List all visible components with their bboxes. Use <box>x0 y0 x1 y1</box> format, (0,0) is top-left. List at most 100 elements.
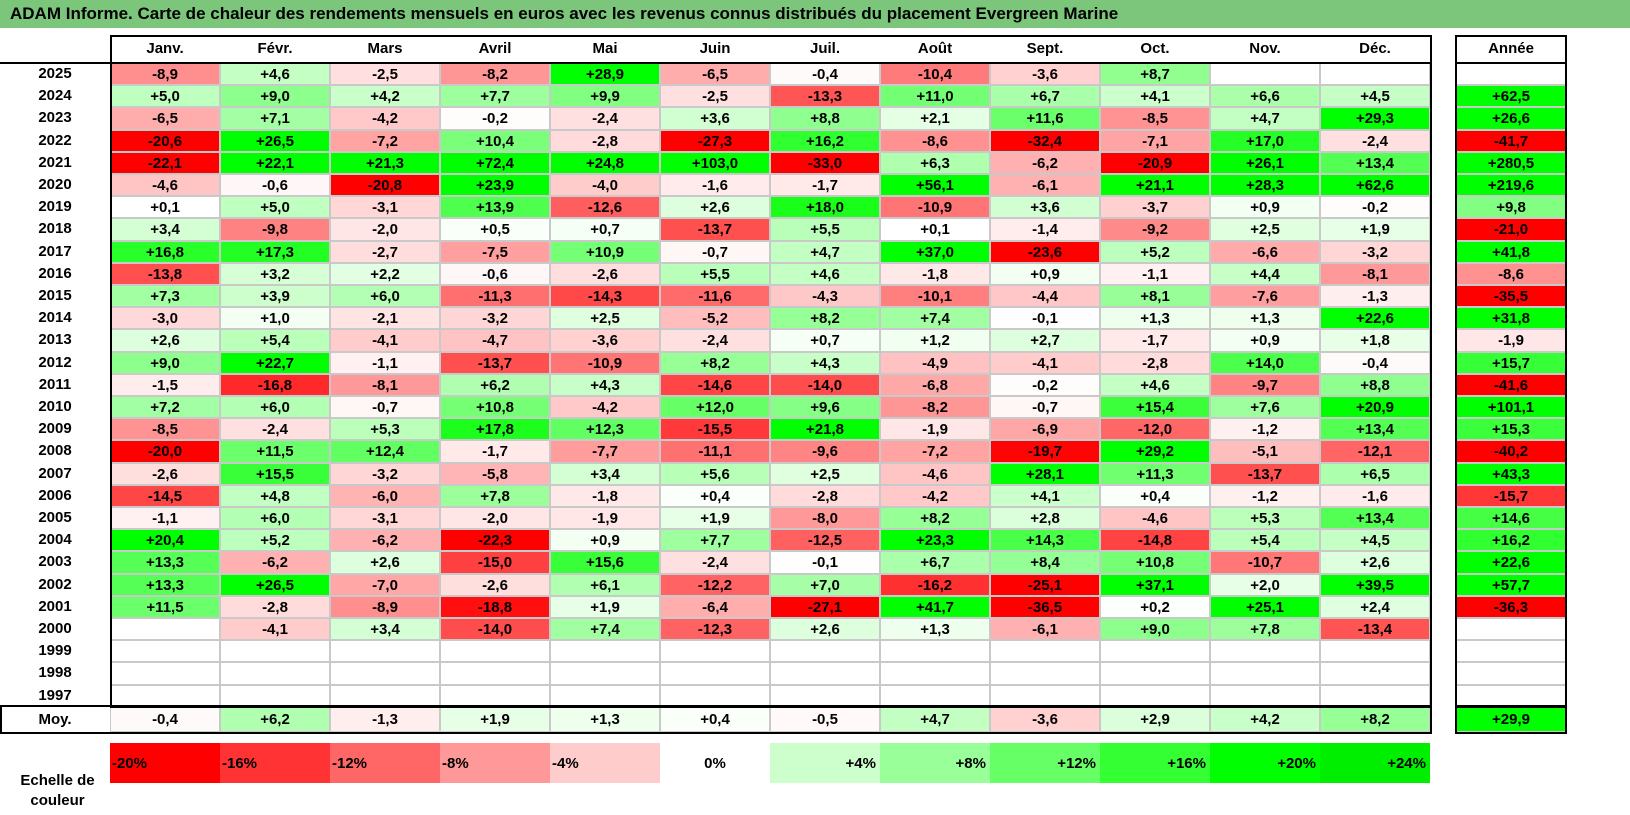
heatmap-cell: +4,5 <box>1320 529 1430 552</box>
heatmap-cell: -9,7 <box>1210 373 1320 396</box>
heatmap-cell: -6,5 <box>110 107 220 130</box>
heatmap-cell: +7,2 <box>110 396 220 419</box>
heatmap-cell: +7,4 <box>550 618 660 641</box>
heatmap-cell: -1,9 <box>880 418 990 441</box>
heatmap-cell: -22,3 <box>440 529 550 552</box>
heatmap-cell: +1,9 <box>660 507 770 530</box>
heatmap-cell: +8,2 <box>880 507 990 530</box>
heatmap-cell: -4,7 <box>440 329 550 352</box>
heatmap-cell: +3,2 <box>220 262 330 285</box>
annual-cell: -35,5 <box>1456 285 1566 308</box>
heatmap-cell: +6,1 <box>550 573 660 596</box>
heatmap-cell: -13,3 <box>770 85 880 108</box>
heatmap-cell: +5,3 <box>330 418 440 441</box>
heatmap-cell: -4,6 <box>110 174 220 197</box>
heatmap-cell: +5,0 <box>110 85 220 108</box>
heatmap-cell <box>1100 684 1210 707</box>
heatmap-cell: +0,9 <box>1210 329 1320 352</box>
month-header: Janv. <box>146 40 184 57</box>
annual-cell: +15,3 <box>1456 418 1566 441</box>
heatmap-cell: -8,9 <box>110 63 220 86</box>
heatmap-cell: +7,6 <box>1210 396 1320 419</box>
heatmap-cell: -33,0 <box>770 151 880 174</box>
heatmap-cell: +22,1 <box>220 151 330 174</box>
heatmap-cell: -4,2 <box>880 484 990 507</box>
heatmap-cell: -8,5 <box>1100 107 1210 130</box>
heatmap-cell: +10,4 <box>440 129 550 152</box>
heatmap-cell: +7,0 <box>770 573 880 596</box>
heatmap-cell: -2,6 <box>110 462 220 485</box>
heatmap-cell: -1,8 <box>880 262 990 285</box>
heatmap-cell: +1,0 <box>220 307 330 330</box>
heatmap-cell: -0,6 <box>440 262 550 285</box>
heatmap-cell: +2,6 <box>110 329 220 352</box>
color-scale-step: +24% <box>1320 743 1430 783</box>
heatmap-cell: -0,1 <box>770 551 880 574</box>
heatmap-cell: +1,2 <box>880 329 990 352</box>
annual-cell: -1,9 <box>1456 329 1566 352</box>
average-cell: -1,3 <box>330 707 440 732</box>
heatmap-cell: +21,8 <box>770 418 880 441</box>
year-label: 2007 <box>38 464 72 482</box>
heatmap-cell: +10,8 <box>1100 551 1210 574</box>
heatmap-cell: +6,5 <box>1320 462 1430 485</box>
year-label: 2004 <box>38 531 72 549</box>
heatmap-cell: +2,2 <box>330 262 440 285</box>
month-header: Avril <box>478 40 512 57</box>
year-label: 1999 <box>38 642 72 660</box>
annual-cell <box>1456 684 1566 707</box>
heatmap-cell: +8,8 <box>1320 373 1430 396</box>
heatmap-cell: -2,8 <box>220 595 330 618</box>
heatmap-cell: -4,0 <box>550 174 660 197</box>
heatmap-cell <box>1100 662 1210 685</box>
heatmap-cell: -14,0 <box>770 373 880 396</box>
annual-header: Année <box>1488 40 1534 57</box>
heatmap-cell: -9,2 <box>1100 218 1210 241</box>
heatmap-cell: -12,2 <box>660 573 770 596</box>
heatmap-cell: +26,5 <box>220 129 330 152</box>
heatmap-cell: -6,0 <box>330 484 440 507</box>
year-label: 1998 <box>38 664 72 682</box>
annual-cell: +16,2 <box>1456 529 1566 552</box>
heatmap-cell: -13,7 <box>440 351 550 374</box>
heatmap-cell: +16,8 <box>110 240 220 263</box>
month-header: Oct. <box>1140 40 1170 57</box>
heatmap-cell: -3,0 <box>110 307 220 330</box>
heatmap-cell: +21,3 <box>330 151 440 174</box>
heatmap-cell: +6,6 <box>1210 85 1320 108</box>
heatmap-cell: +4,7 <box>1210 107 1320 130</box>
heatmap-cell: -1,8 <box>550 484 660 507</box>
heatmap-cell: +4,6 <box>770 262 880 285</box>
annual-cell <box>1456 640 1566 663</box>
average-cell: +2,9 <box>1100 707 1210 732</box>
month-header: Nov. <box>1249 40 1281 57</box>
month-header: Févr. <box>257 40 293 57</box>
heatmap-cell: -1,3 <box>1320 285 1430 308</box>
annual-cell <box>1456 618 1566 641</box>
heatmap-cell: -1,1 <box>330 351 440 374</box>
heatmap-cell: +3,4 <box>110 218 220 241</box>
heatmap-cell: +0,9 <box>1210 196 1320 219</box>
heatmap-cell: +8,7 <box>1100 63 1210 86</box>
heatmap-cell: -8,2 <box>440 63 550 86</box>
heatmap-cell: +15,4 <box>1100 396 1210 419</box>
heatmap-cell: +11,0 <box>880 85 990 108</box>
heatmap-cell: -36,5 <box>990 595 1100 618</box>
heatmap-cell: -4,1 <box>330 329 440 352</box>
heatmap-cell: -3,2 <box>440 307 550 330</box>
heatmap-cell: +4,2 <box>330 85 440 108</box>
heatmap-cell: -3,2 <box>330 462 440 485</box>
heatmap-cell: +1,3 <box>1100 307 1210 330</box>
heatmap-cell: +24,8 <box>550 151 660 174</box>
heatmap-cell: -8,6 <box>880 129 990 152</box>
heatmap-cell: -1,2 <box>1210 484 1320 507</box>
month-header: Juin <box>699 40 731 57</box>
month-header: Sept. <box>1026 40 1064 57</box>
heatmap-cell: -20,9 <box>1100 151 1210 174</box>
heatmap-cell: +72,4 <box>440 151 550 174</box>
heatmap-cell: +3,6 <box>990 196 1100 219</box>
annual-cell: +26,6 <box>1456 107 1566 130</box>
heatmap-cell: +7,8 <box>1210 618 1320 641</box>
heatmap-cell: -4,9 <box>880 351 990 374</box>
heatmap-cell: +4,8 <box>220 484 330 507</box>
